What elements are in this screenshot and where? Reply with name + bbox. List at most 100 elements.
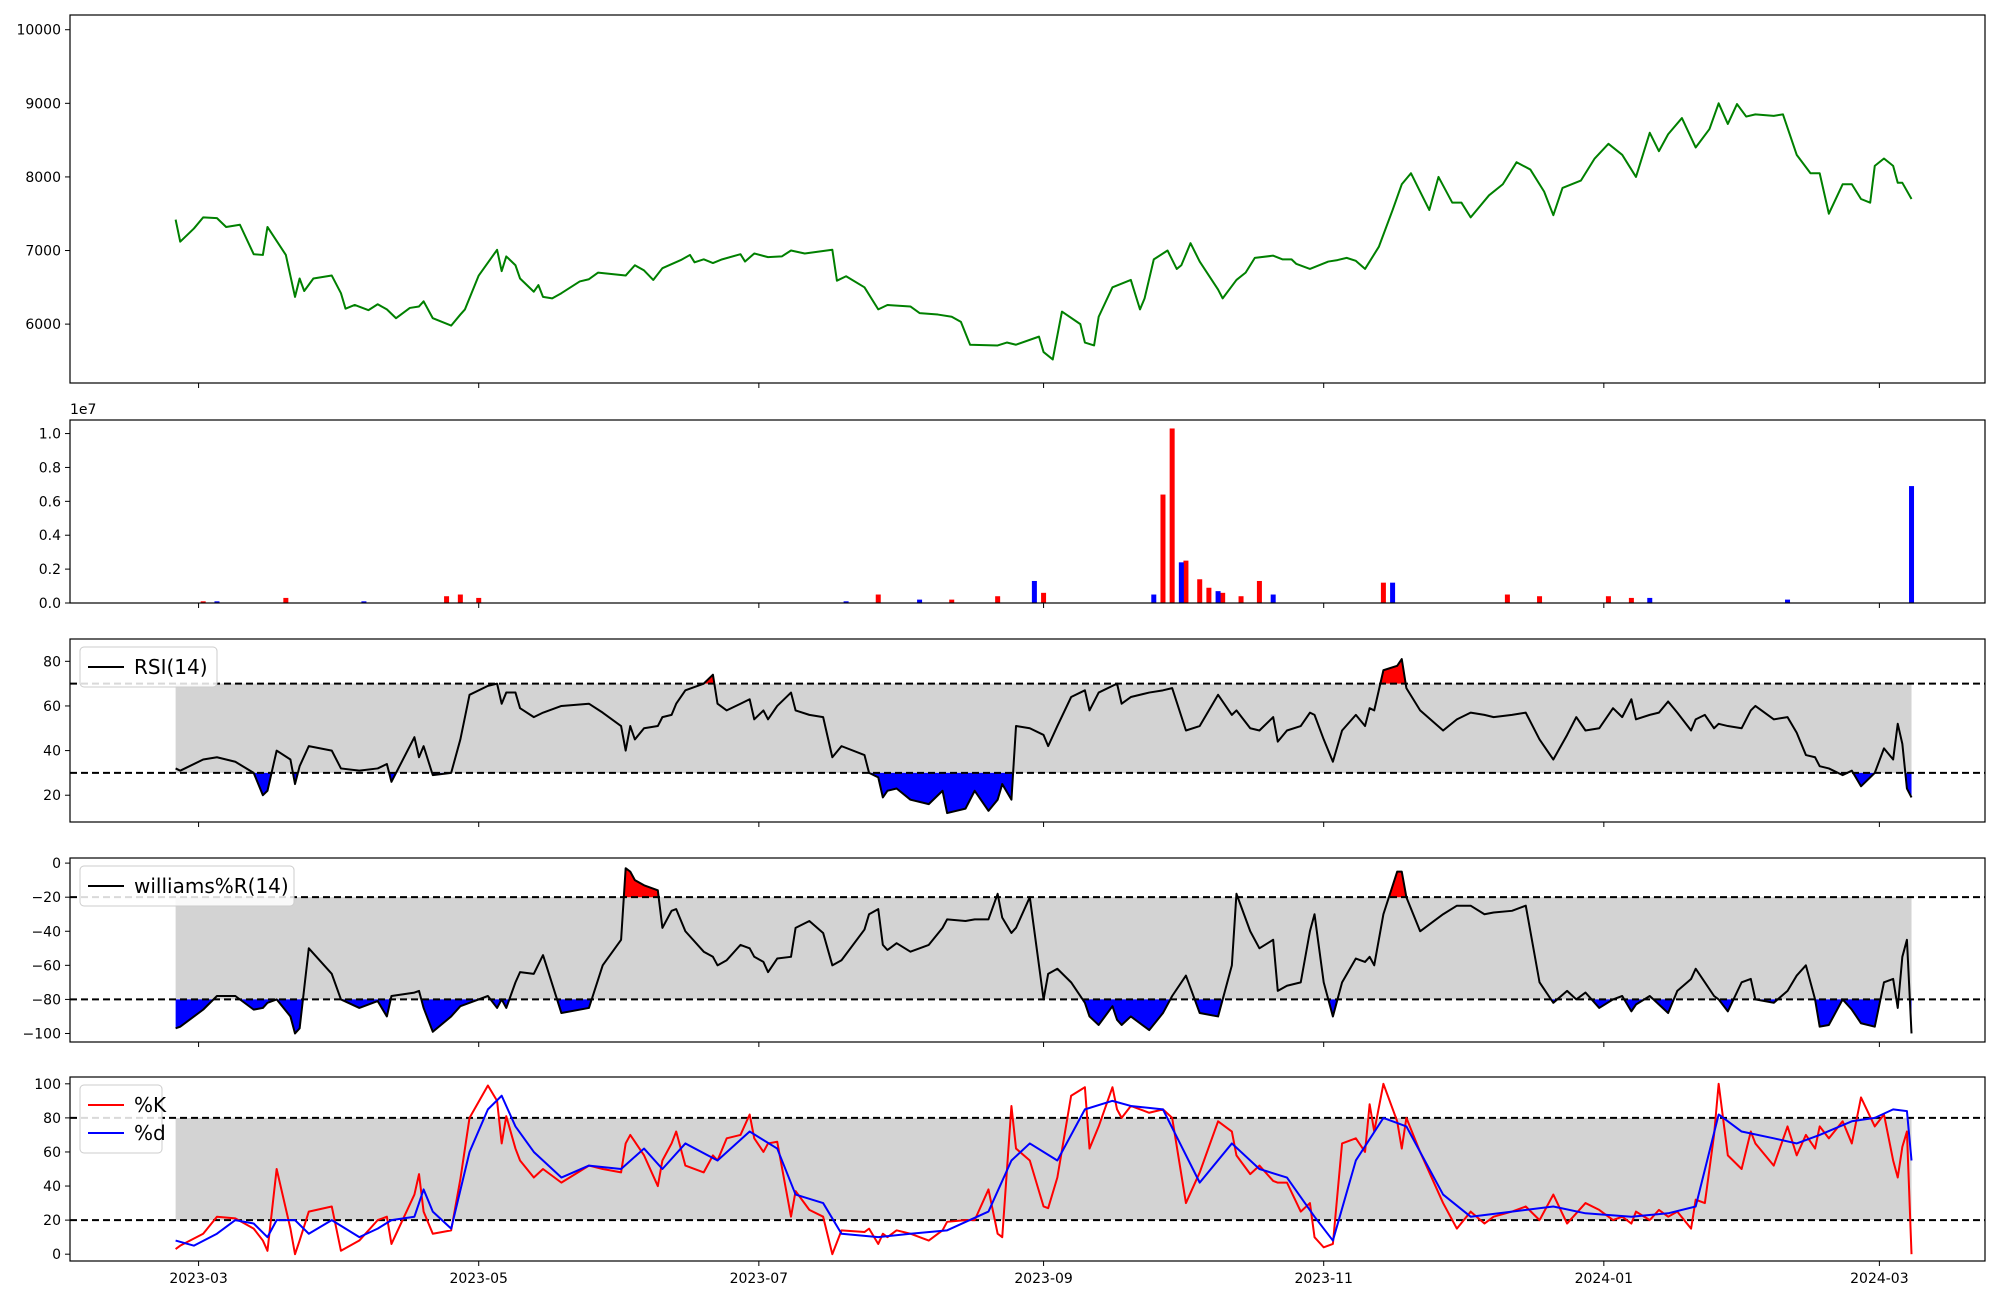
y-tick-label: 0.4: [39, 528, 61, 544]
volume-bar: [1151, 594, 1157, 603]
axes-frame: [69, 1076, 1986, 1262]
volume-bar: [1206, 587, 1212, 603]
volume-bar: [1169, 428, 1175, 603]
legend-label: %d: [134, 1121, 166, 1145]
oversold-fill: [869, 772, 1014, 814]
y-tick-label: 20: [43, 1213, 61, 1229]
y-tick-label: 60: [43, 1145, 61, 1161]
volume-bar: [875, 594, 881, 603]
volume-bar: [1178, 562, 1184, 603]
volume-bar: [1215, 591, 1221, 603]
x-tick-label: 2024-03: [1850, 1271, 1909, 1287]
volume-bar: [1785, 599, 1791, 603]
volume-bar: [1183, 560, 1189, 603]
y-tick-label: 80: [43, 1111, 61, 1127]
volume-bar: [457, 594, 463, 603]
x-tick-label: 2023-07: [730, 1271, 789, 1287]
y-tick-label: 0.0: [39, 596, 61, 612]
y-tick-label: 9000: [25, 96, 61, 112]
oversold-fill: [490, 999, 510, 1008]
volume-bar: [1380, 582, 1386, 603]
volume-bar: [1537, 596, 1543, 603]
y-tick-label: 40: [43, 1179, 61, 1195]
legend-box: [79, 865, 295, 907]
y-tick-label: −80: [31, 992, 61, 1008]
oversold-fill: [1591, 999, 1614, 1008]
volume-bar: [283, 597, 289, 603]
volume-bar: [917, 599, 923, 603]
volume-bar: [200, 601, 206, 603]
oversold-fill: [421, 999, 479, 1032]
legend-label: williams%R(14): [134, 874, 289, 898]
volume-bar: [1041, 592, 1047, 603]
oversold-fill: [239, 999, 303, 1034]
volume-bar: [1647, 597, 1653, 603]
volume-bar: [1605, 596, 1611, 603]
y-tick-label: −40: [31, 924, 61, 940]
overbought-fill: [623, 868, 659, 898]
legend: %K %d: [79, 1084, 167, 1154]
axes-frame: [69, 638, 1986, 823]
panel-williams: −100 −80 −60 −40 −20 0 williams%R(14): [23, 856, 1986, 1047]
volume-bar: [1256, 580, 1262, 603]
y-tick-label: 7000: [25, 244, 61, 260]
volume-bar: [843, 601, 849, 603]
volume-bar: [1197, 579, 1203, 603]
legend: williams%R(14): [79, 865, 295, 907]
y-tick-label: 1.0: [39, 427, 61, 443]
y-tick-label: −60: [31, 958, 61, 974]
y-tick-label: 8000: [25, 170, 61, 186]
band-fill-rsi: [175, 683, 1912, 773]
volume-bar: [1031, 580, 1037, 603]
volume-bar: [1220, 592, 1226, 603]
oversold-fill: [557, 999, 592, 1014]
y-tick-label: 100: [34, 1077, 61, 1093]
panel-rsi: 20 40 60 80 RSI(14): [43, 638, 1986, 827]
volume-bar: [1628, 597, 1634, 603]
volume-bar: [1909, 486, 1915, 603]
legend-box: [79, 646, 218, 688]
oversold-fill: [1194, 999, 1223, 1017]
oversold-fill: [1328, 999, 1338, 1017]
legend: RSI(14): [79, 646, 218, 688]
volume-bar: [1504, 594, 1510, 603]
x-tick-label: 2024-01: [1575, 1271, 1634, 1287]
x-tick-label: 2023-05: [449, 1271, 508, 1287]
legend-label: RSI(14): [134, 655, 208, 679]
volume-bar: [476, 597, 482, 603]
volume-bar: [1160, 494, 1166, 603]
volume-bar: [949, 599, 955, 603]
volume-bar: [361, 601, 367, 603]
y-tick-label: 6000: [25, 317, 61, 333]
band-fill-williams: [175, 897, 1912, 1000]
x-tick-label: 2023-09: [1014, 1271, 1073, 1287]
y-tick-label: 0.2: [39, 562, 61, 578]
panel-stochastic: 0 20 40 60 80 100 %K %d: [34, 1076, 1986, 1266]
y-tick-label: 0: [52, 856, 61, 872]
y-tick-label: −100: [23, 1026, 61, 1042]
series-line--d: [175, 1094, 1913, 1247]
axis-offset-label: 1e7: [70, 402, 96, 418]
oversold-fill: [175, 999, 214, 1029]
series-line-price: [174, 102, 1913, 361]
y-tick-label: 80: [43, 654, 61, 670]
oversold-fill: [1082, 999, 1171, 1031]
panel-volume: 0.0 0.2 0.4 0.6 0.8 1.0 1e7: [39, 402, 1986, 612]
y-tick-label: 10000: [16, 23, 61, 39]
legend-label: %K: [134, 1093, 167, 1117]
y-tick-label: −20: [31, 890, 61, 906]
y-tick-label: 40: [43, 744, 61, 760]
volume-bar: [1390, 582, 1396, 603]
oversold-fill: [340, 999, 391, 1017]
volume-bar: [1238, 596, 1244, 603]
axes-frame: [69, 14, 1986, 384]
x-tick-label: 2023-11: [1294, 1271, 1353, 1287]
overbought-fill: [1380, 659, 1406, 684]
x-tick-label: 2023-03: [169, 1271, 228, 1287]
oversold-fill: [1718, 999, 1734, 1012]
y-tick-label: 0.8: [39, 460, 61, 476]
y-tick-label: 20: [43, 788, 61, 804]
y-tick-label: 60: [43, 699, 61, 715]
